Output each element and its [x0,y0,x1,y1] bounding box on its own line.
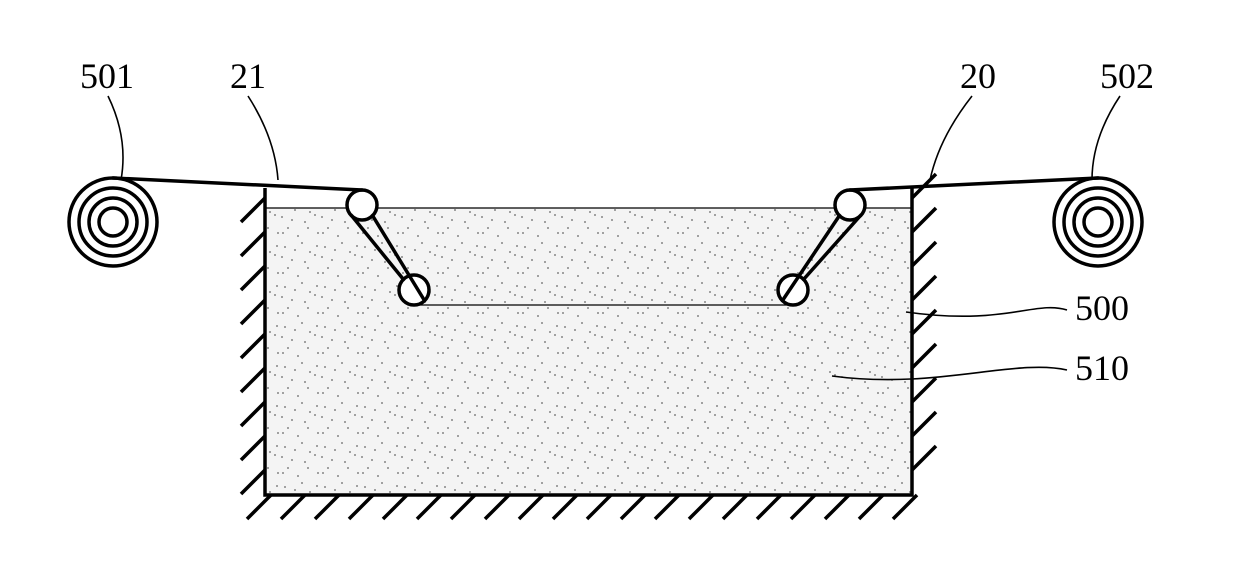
label-510: 510 [1075,348,1129,388]
label-500: 500 [1075,288,1129,328]
diagram-svg: 501 21 20 502 500 510 [0,0,1240,586]
label-501: 501 [80,56,134,96]
label-21: 21 [230,56,266,96]
label-20: 20 [960,56,996,96]
roll-right-502 [1054,178,1142,266]
label-502: 502 [1100,56,1154,96]
roll-left-501 [69,178,157,266]
